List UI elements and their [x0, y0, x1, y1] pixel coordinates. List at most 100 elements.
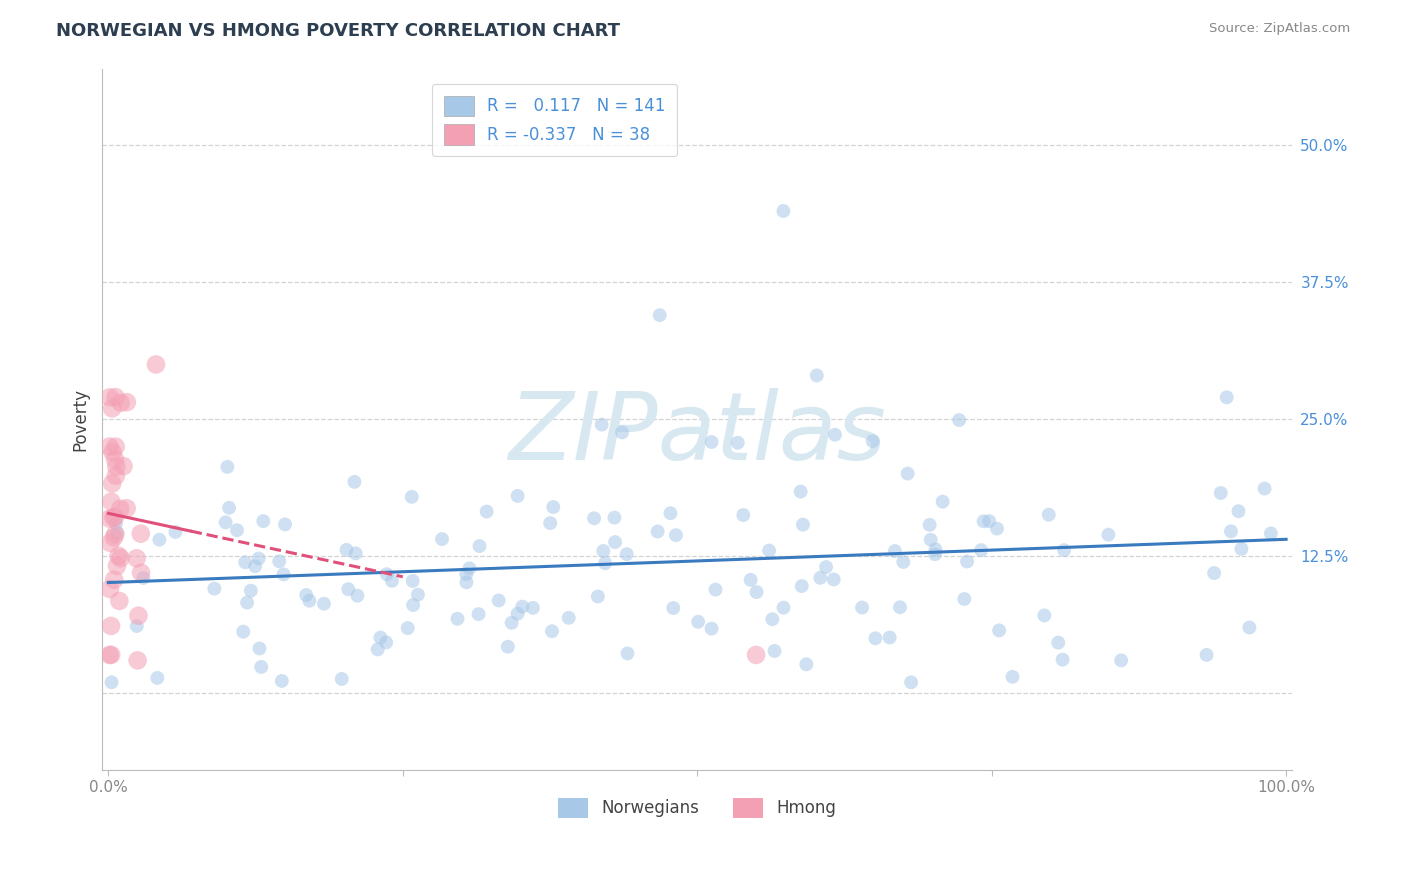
Point [543, 500, 565, 514]
Point [772, 600, 794, 615]
Point [202, 582, 225, 596]
Point [218, 500, 240, 515]
Point [98, 582, 121, 596]
Point [104, 468, 127, 483]
Point [112, 459, 135, 474]
Point [953, 592, 976, 607]
Point [247, 551, 270, 566]
Point [125, 619, 148, 633]
Point [295, 588, 318, 602]
Point [1195, 648, 1218, 662]
Point [616, 547, 638, 561]
Point [1227, 504, 1250, 518]
Point [758, 543, 780, 558]
Point [105, 516, 128, 531]
Point [249, 641, 271, 656]
Point [510, 599, 533, 614]
Point [402, 598, 425, 612]
Point [446, 612, 468, 626]
Point [883, 544, 905, 558]
Point [145, 358, 167, 372]
Point [104, 452, 127, 467]
Point [920, 533, 942, 547]
Y-axis label: Poverty: Poverty [72, 388, 89, 450]
Point [688, 615, 710, 629]
Point [1001, 670, 1024, 684]
Point [988, 624, 1011, 638]
Point [488, 593, 510, 607]
Point [700, 435, 723, 450]
Point [375, 567, 398, 582]
Point [700, 622, 723, 636]
Point [456, 567, 478, 582]
Point [733, 508, 755, 522]
Point [98, 440, 121, 454]
Point [558, 611, 581, 625]
Point [948, 413, 970, 427]
Point [745, 585, 768, 599]
Point [865, 632, 887, 646]
Point [647, 524, 669, 539]
Point [456, 575, 478, 590]
Point [790, 579, 813, 593]
Point [956, 554, 979, 568]
Point [648, 308, 671, 322]
Point [127, 653, 149, 667]
Point [105, 526, 128, 541]
Point [226, 523, 249, 537]
Point [110, 501, 132, 516]
Point [129, 526, 152, 541]
Point [101, 445, 124, 459]
Point [1253, 482, 1275, 496]
Point [312, 597, 335, 611]
Point [107, 549, 129, 563]
Point [986, 522, 1008, 536]
Point [823, 573, 845, 587]
Point [808, 571, 831, 585]
Point [924, 542, 946, 557]
Point [979, 514, 1001, 528]
Point [214, 516, 236, 530]
Point [115, 501, 138, 516]
Point [1209, 486, 1232, 500]
Point [924, 547, 946, 561]
Point [1239, 620, 1261, 634]
Point [127, 608, 149, 623]
Point [406, 588, 429, 602]
Point [789, 484, 811, 499]
Point [335, 542, 357, 557]
Point [541, 624, 564, 639]
Point [375, 635, 398, 649]
Point [616, 647, 638, 661]
Point [662, 601, 685, 615]
Point [274, 517, 297, 532]
Point [603, 535, 626, 549]
Point [879, 631, 901, 645]
Point [475, 504, 498, 518]
Point [973, 514, 995, 528]
Point [1052, 653, 1074, 667]
Point [772, 204, 794, 219]
Point [522, 600, 544, 615]
Point [270, 673, 292, 688]
Legend: Norwegians, Hmong: Norwegians, Hmong [551, 791, 842, 825]
Point [370, 631, 392, 645]
Point [233, 555, 256, 569]
Point [110, 551, 132, 566]
Point [236, 596, 259, 610]
Point [592, 544, 614, 558]
Point [232, 624, 254, 639]
Point [745, 648, 768, 662]
Point [367, 642, 389, 657]
Point [330, 672, 353, 686]
Point [501, 615, 523, 630]
Point [458, 561, 481, 575]
Point [125, 551, 148, 566]
Point [217, 459, 239, 474]
Point [98, 390, 121, 404]
Point [108, 594, 131, 608]
Text: Source: ZipAtlas.com: Source: ZipAtlas.com [1209, 22, 1350, 36]
Point [401, 490, 423, 504]
Point [344, 546, 367, 560]
Point [100, 675, 122, 690]
